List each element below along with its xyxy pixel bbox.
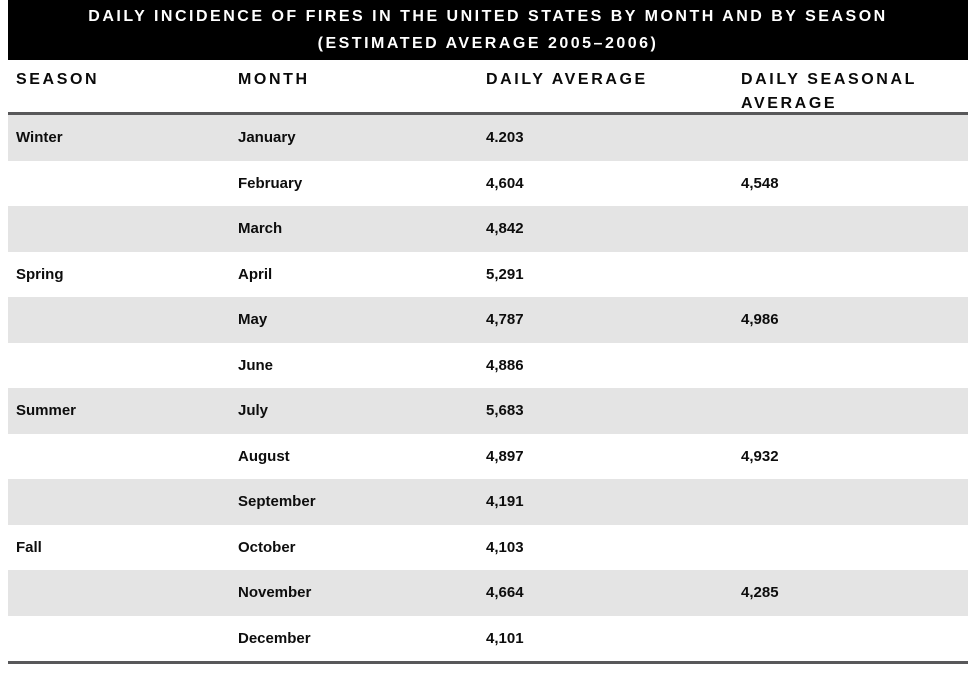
daily-average-cell: 4,664 xyxy=(486,584,524,602)
month-cell: October xyxy=(238,538,296,556)
season-cell: Fall xyxy=(16,538,42,556)
month-cell: January xyxy=(238,129,296,147)
seasonal-average-cell: 4,986 xyxy=(741,311,779,329)
table-row: Fall October 4,103 xyxy=(8,524,968,570)
daily-average-cell: 4,897 xyxy=(486,447,524,465)
table-row: Winter January 4.203 xyxy=(8,115,968,161)
month-cell: August xyxy=(238,447,290,465)
daily-average-cell: 4,604 xyxy=(486,174,524,192)
daily-average-cell: 4,103 xyxy=(486,538,524,556)
month-cell: February xyxy=(238,174,303,192)
column-header-month: MONTH xyxy=(238,71,310,88)
daily-average-cell: 4,842 xyxy=(486,220,524,238)
table-row: February 4,604 4,548 xyxy=(8,160,968,206)
column-header-daily-average: DAILY AVERAGE xyxy=(486,71,648,88)
table-row: Spring April 5,291 xyxy=(8,251,968,297)
daily-average-cell: 5,291 xyxy=(486,265,524,283)
month-cell: September xyxy=(238,493,316,511)
table-subtitle: (ESTIMATED AVERAGE 2005–2006) xyxy=(317,34,659,52)
daily-average-cell: 5,683 xyxy=(486,402,524,420)
month-cell: July xyxy=(238,402,269,420)
month-cell: May xyxy=(238,311,268,329)
seasonal-average-cell: 4,932 xyxy=(741,447,779,465)
header-rule xyxy=(8,112,968,115)
month-cell: November xyxy=(238,584,312,602)
table-row: May 4,787 4,986 xyxy=(8,297,968,343)
table-row: June 4,886 xyxy=(8,342,968,388)
season-cell: Winter xyxy=(16,129,63,147)
table-row: December 4,101 xyxy=(8,615,968,661)
season-cell: Summer xyxy=(16,402,77,420)
table-row: November 4,664 4,285 xyxy=(8,570,968,616)
table-row: September 4,191 xyxy=(8,479,968,525)
month-cell: June xyxy=(238,356,274,374)
table-row: Summer July 5,683 xyxy=(8,388,968,434)
month-cell: March xyxy=(238,220,283,238)
month-cell: April xyxy=(238,265,273,283)
table-title-band: DAILY INCIDENCE OF FIRES IN THE UNITED S… xyxy=(8,0,968,60)
daily-average-cell: 4,191 xyxy=(486,493,524,511)
season-cell: Spring xyxy=(16,265,64,283)
daily-average-cell: 4,787 xyxy=(486,311,524,329)
daily-average-cell: 4.203 xyxy=(486,129,524,147)
seasonal-average-cell: 4,548 xyxy=(741,174,779,192)
daily-average-cell: 4,886 xyxy=(486,356,524,374)
column-header-row: SEASON MONTH DAILY AVERAGE DAILY SEASONA… xyxy=(8,60,968,112)
table-row: March 4,842 xyxy=(8,206,968,252)
table-row: August 4,897 4,932 xyxy=(8,433,968,479)
table-body: Winter January 4.203 February 4,604 4,548 Marc… xyxy=(8,115,968,661)
month-cell: December xyxy=(238,629,311,647)
seasonal-average-cell: 4,285 xyxy=(741,584,779,602)
daily-average-cell: 4,101 xyxy=(486,629,524,647)
bottom-rule xyxy=(8,661,968,664)
table-title: DAILY INCIDENCE OF FIRES IN THE UNITED S… xyxy=(88,7,888,25)
column-header-daily-seasonal-average: DAILY SEASONAL AVERAGE xyxy=(741,71,917,112)
column-header-season: SEASON xyxy=(16,71,100,88)
